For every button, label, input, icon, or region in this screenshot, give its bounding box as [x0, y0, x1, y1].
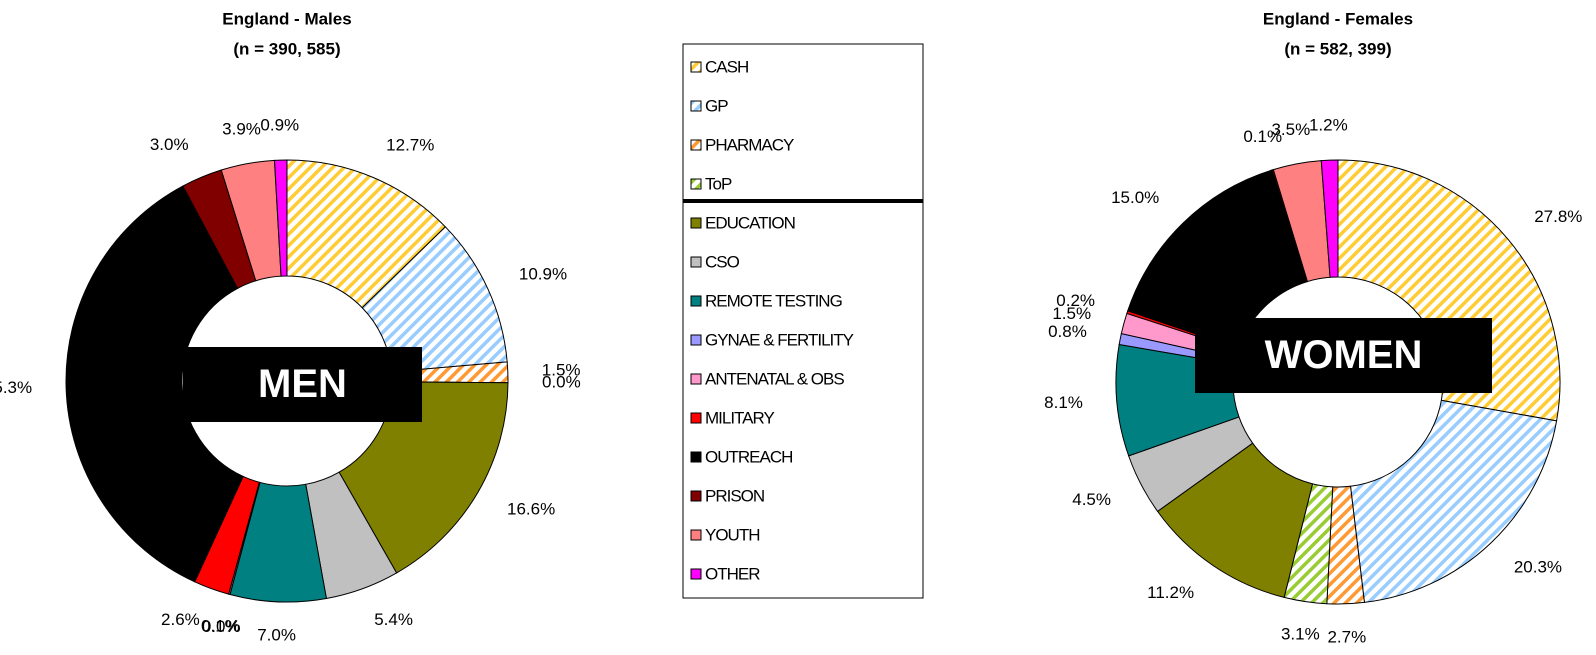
legend-label: CASH [705, 57, 748, 76]
chart-subtitle: (n = 582, 399) [1284, 39, 1391, 58]
data-label: 1.2% [1309, 116, 1348, 135]
data-label: 2.7% [1327, 627, 1366, 646]
legend-label: ANTENATAL & OBS [705, 369, 844, 388]
legend-swatch [690, 100, 702, 112]
data-label: 3.1% [1281, 625, 1320, 644]
data-label: 7.0% [257, 625, 296, 644]
data-label: 3.9% [222, 120, 261, 139]
legend-swatch [690, 529, 702, 541]
legend-label: PRISON [705, 486, 764, 505]
data-label: 3.5% [1271, 120, 1310, 139]
legend-label: YOUTH [705, 525, 760, 544]
legend-label: REMOTE TESTING [705, 291, 842, 310]
data-label: 4.5% [1072, 490, 1111, 509]
data-label: 11.2% [1147, 583, 1194, 602]
legend-label: ToP [705, 174, 732, 193]
center-label: WOMEN [1265, 333, 1423, 377]
legend-swatch [690, 217, 702, 229]
legend-label: GYNAE & FERTILITY [705, 330, 854, 349]
data-label: 1.5% [542, 360, 581, 379]
data-label: 0.1% [1243, 127, 1282, 146]
legend-swatch [690, 139, 702, 151]
legend-swatch [690, 61, 702, 73]
legend-label: EDUCATION [705, 213, 795, 232]
center-label: MEN [258, 362, 347, 406]
legend-swatch [690, 412, 702, 424]
slice [1320, 159, 1339, 278]
legend-swatch [690, 373, 702, 385]
legend-swatch [690, 295, 702, 307]
legend-label: GP [705, 96, 728, 115]
data-label: 0.1% [201, 617, 240, 636]
data-label: 35.3% [0, 378, 32, 397]
data-label: 1.5% [1052, 304, 1091, 323]
data-label: 20.3% [1514, 558, 1562, 577]
data-label: 15.0% [1111, 188, 1159, 207]
data-label: 0.8% [1048, 322, 1087, 341]
data-label: 16.6% [507, 499, 555, 518]
slice [286, 159, 447, 309]
data-label: 0.0% [542, 372, 581, 391]
data-label: 5.4% [374, 610, 413, 629]
slice [1349, 399, 1558, 603]
legend-label: OUTREACH [705, 447, 792, 466]
data-label: 0.9% [260, 116, 299, 135]
data-label: 8.1% [1044, 393, 1083, 412]
data-label: 3.0% [150, 135, 189, 154]
slice [1337, 159, 1561, 422]
legend-swatch [690, 490, 702, 502]
legend-box [682, 43, 924, 599]
legend-swatch [690, 178, 702, 190]
center-label-box [183, 347, 422, 422]
legend-label: MILITARY [705, 408, 774, 427]
data-label: 10.9% [519, 264, 567, 283]
chart-subtitle: (n = 390, 585) [233, 39, 340, 58]
center-label-box [1195, 318, 1492, 393]
data-label: 2.6% [161, 610, 200, 629]
legend-label: CSO [705, 252, 740, 271]
legend-swatch [690, 334, 702, 346]
chart-title: England - Males [222, 9, 351, 28]
legend-swatch [690, 451, 702, 463]
legend-label: OTHER [705, 564, 760, 583]
chart-title: England - Females [1263, 9, 1413, 28]
data-label: 0.0% [202, 617, 241, 636]
data-label: 27.8% [1534, 207, 1582, 226]
legend-swatch [690, 256, 702, 268]
data-label: 12.7% [386, 136, 434, 155]
legend-label: PHARMACY [705, 135, 794, 154]
data-label: 0.2% [1056, 291, 1095, 310]
legend-swatch [690, 568, 702, 580]
slice [273, 159, 288, 277]
